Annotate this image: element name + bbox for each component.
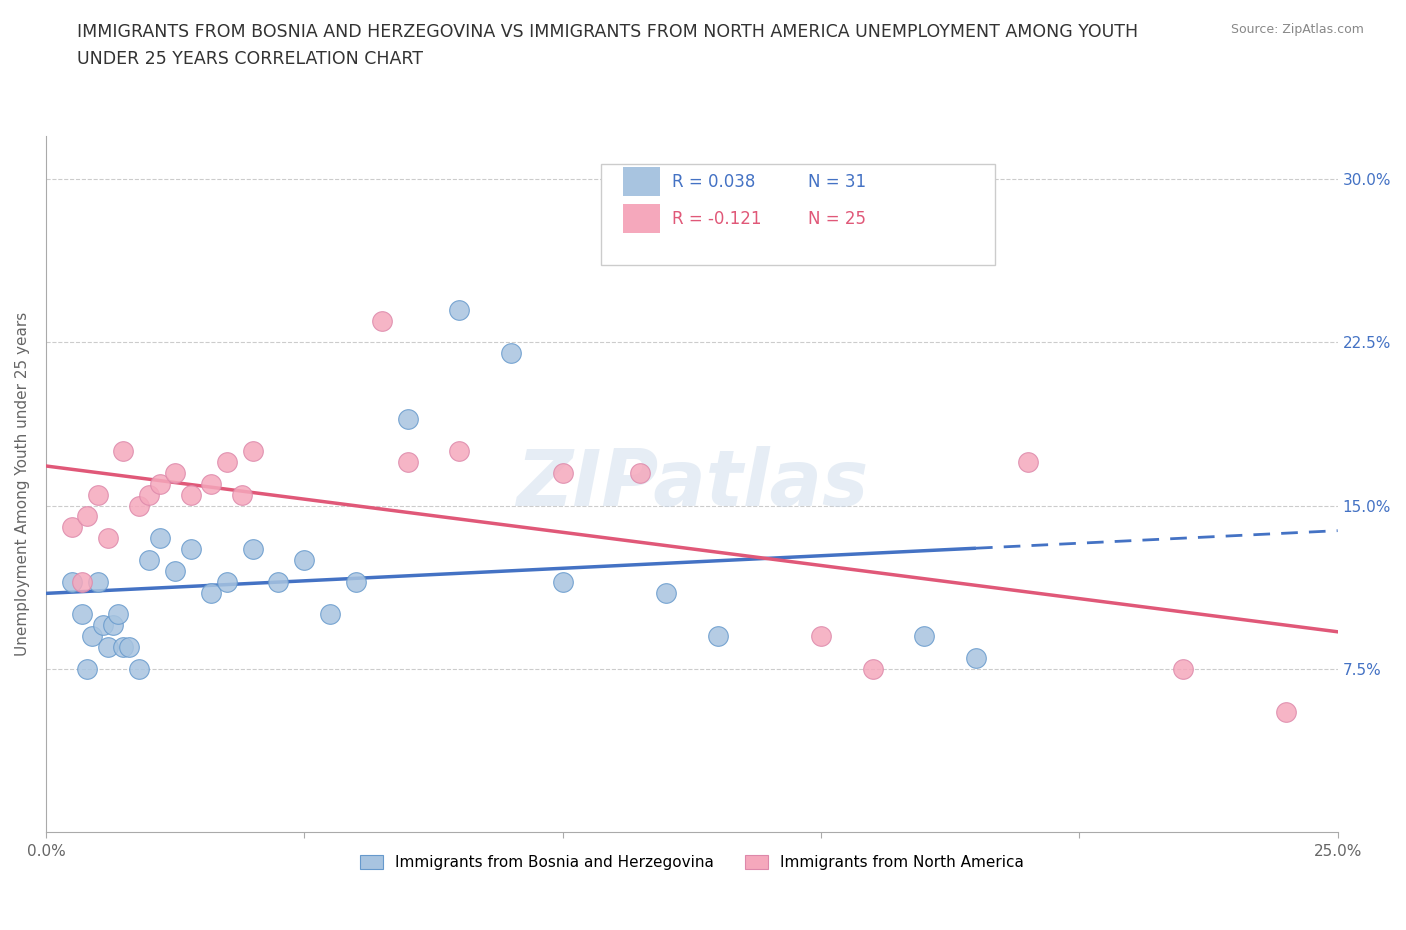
- Point: [267, 574, 290, 589]
- Text: IMMIGRANTS FROM BOSNIA AND HERZEGOVINA VS IMMIGRANTS FROM NORTH AMERICA UNEMPLOY: IMMIGRANTS FROM BOSNIA AND HERZEGOVINA V…: [77, 23, 1139, 68]
- Point: [86, 574, 108, 589]
- Point: [70, 574, 93, 589]
- Text: R = 0.038: R = 0.038: [672, 173, 756, 191]
- Point: [215, 455, 238, 470]
- Point: [180, 541, 202, 556]
- Point: [319, 607, 342, 622]
- Point: [1017, 455, 1039, 470]
- Text: N = 25: N = 25: [808, 209, 866, 228]
- Point: [149, 476, 172, 491]
- Point: [117, 640, 139, 655]
- Bar: [623, 204, 659, 233]
- Point: [82, 629, 104, 644]
- Point: [149, 531, 172, 546]
- Text: ZIPatlas: ZIPatlas: [516, 445, 868, 522]
- Text: Source: ZipAtlas.com: Source: ZipAtlas.com: [1230, 23, 1364, 36]
- Point: [112, 444, 135, 458]
- Point: [76, 509, 98, 524]
- Point: [76, 661, 98, 676]
- Legend: Immigrants from Bosnia and Herzegovina, Immigrants from North America: Immigrants from Bosnia and Herzegovina, …: [354, 848, 1029, 876]
- Point: [231, 487, 253, 502]
- Point: [107, 607, 129, 622]
- Point: [810, 629, 832, 644]
- Point: [60, 574, 83, 589]
- Point: [128, 661, 150, 676]
- Point: [628, 466, 651, 481]
- Point: [242, 541, 264, 556]
- Bar: [623, 167, 659, 196]
- Point: [965, 650, 987, 665]
- Text: R = -0.121: R = -0.121: [672, 209, 762, 228]
- Point: [180, 487, 202, 502]
- Point: [706, 629, 728, 644]
- Y-axis label: Unemployment Among Youth under 25 years: Unemployment Among Youth under 25 years: [15, 312, 30, 656]
- Point: [449, 444, 471, 458]
- Point: [499, 346, 522, 361]
- Point: [1171, 661, 1194, 676]
- Point: [138, 487, 160, 502]
- Point: [97, 531, 120, 546]
- FancyBboxPatch shape: [602, 164, 995, 265]
- Point: [396, 455, 419, 470]
- Point: [862, 661, 884, 676]
- Point: [912, 629, 935, 644]
- Point: [86, 487, 108, 502]
- Point: [551, 466, 574, 481]
- Point: [128, 498, 150, 513]
- Point: [91, 618, 114, 632]
- Point: [344, 574, 367, 589]
- Point: [215, 574, 238, 589]
- Point: [97, 640, 120, 655]
- Point: [371, 313, 394, 328]
- Point: [655, 585, 678, 600]
- Point: [112, 640, 135, 655]
- Text: N = 31: N = 31: [808, 173, 866, 191]
- Point: [200, 476, 222, 491]
- Point: [396, 411, 419, 426]
- Point: [1275, 705, 1298, 720]
- Point: [165, 466, 187, 481]
- Point: [200, 585, 222, 600]
- Point: [60, 520, 83, 535]
- Point: [242, 444, 264, 458]
- Point: [292, 552, 315, 567]
- Point: [449, 302, 471, 317]
- Point: [551, 574, 574, 589]
- Point: [70, 607, 93, 622]
- Point: [138, 552, 160, 567]
- Point: [165, 564, 187, 578]
- Point: [101, 618, 124, 632]
